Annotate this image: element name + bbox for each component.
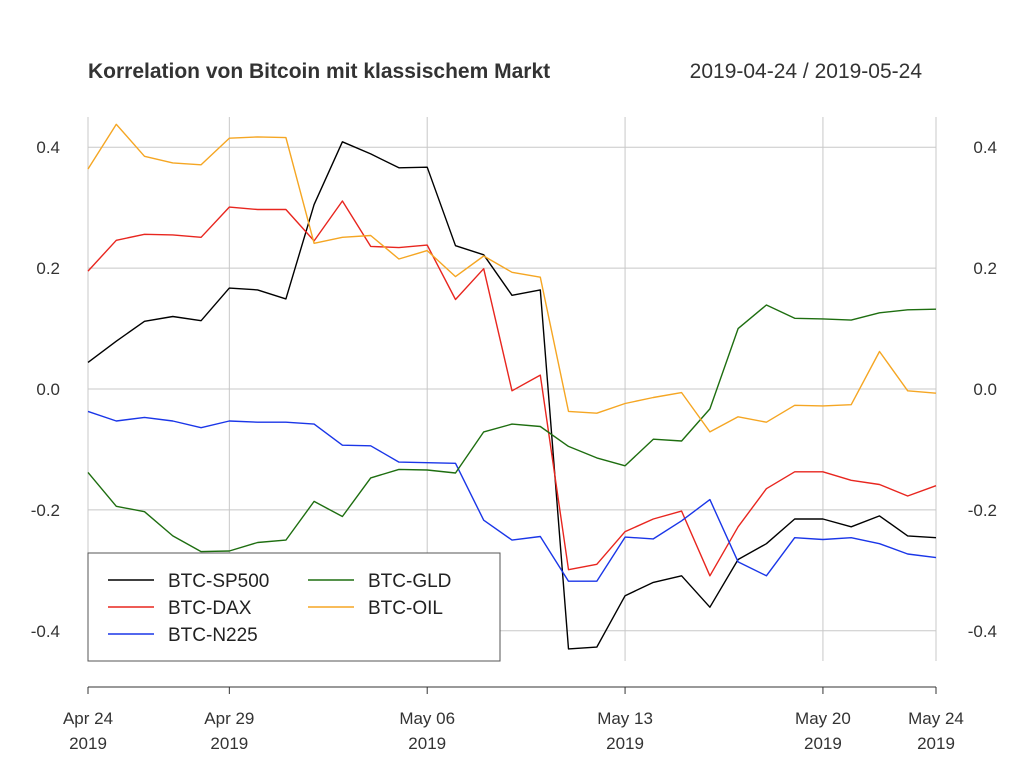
x-tick-label-date: Apr 29 — [204, 709, 254, 728]
y-tick-label-left: 0.0 — [36, 380, 60, 399]
series-line-btc-n225 — [87, 410, 937, 582]
legend-label: BTC-OIL — [368, 598, 443, 619]
x-tick-label-year: 2019 — [210, 734, 248, 753]
legend-label: BTC-SP500 — [168, 571, 269, 592]
x-tick-label-date: May 06 — [399, 709, 455, 728]
x-tick-label-date: May 20 — [795, 709, 851, 728]
x-tick-label-date: Apr 24 — [63, 709, 113, 728]
legend: BTC-SP500 BTC-DAX BTC-N225 BTC-GLD BTC-OIL — [87, 552, 501, 662]
series-line-btc-dax — [87, 200, 937, 577]
y-tick-label-left: -0.2 — [31, 501, 60, 520]
chart-date-range: 2019-04-24 / 2019-05-24 — [690, 60, 923, 83]
x-tick-label-date: May 24 — [908, 709, 964, 728]
chart-title: Korrelation von Bitcoin mit klassischem … — [88, 60, 550, 83]
y-axis-right-labels: 0.4 0.2 0.0 -0.2 -0.4 — [968, 138, 997, 641]
x-tick-label-year: 2019 — [408, 734, 446, 753]
x-tick-label-year: 2019 — [917, 734, 955, 753]
x-tick-label-year: 2019 — [69, 734, 107, 753]
y-tick-label-right: 0.0 — [973, 380, 997, 399]
y-tick-label-right: 0.2 — [973, 259, 997, 278]
y-tick-label-left: -0.4 — [31, 622, 60, 641]
legend-label: BTC-N225 — [168, 625, 258, 646]
y-tick-label-left: 0.2 — [36, 259, 60, 278]
y-axis-left-labels: 0.4 0.2 0.0 -0.2 -0.4 — [31, 138, 60, 641]
legend-box — [87, 552, 501, 662]
y-tick-label-right: 0.4 — [973, 138, 997, 157]
y-tick-label-left: 0.4 — [36, 138, 60, 157]
legend-label: BTC-DAX — [168, 598, 252, 619]
series-line-btc-oil — [87, 123, 937, 433]
legend-label: BTC-GLD — [368, 571, 451, 592]
axes — [87, 686, 937, 694]
series-line-btc-gld — [87, 304, 937, 553]
x-tick-label-year: 2019 — [804, 734, 842, 753]
series-lines — [87, 123, 937, 650]
x-tick-label-year: 2019 — [606, 734, 644, 753]
y-tick-label-right: -0.4 — [968, 622, 997, 641]
y-tick-label-right: -0.2 — [968, 501, 997, 520]
series-line-btc-sp500 — [87, 141, 937, 650]
x-axis-labels: Apr 24 2019 Apr 29 2019 May 06 2019 May 13 2019… — [63, 709, 964, 753]
x-tick-label-date: May 13 — [597, 709, 653, 728]
